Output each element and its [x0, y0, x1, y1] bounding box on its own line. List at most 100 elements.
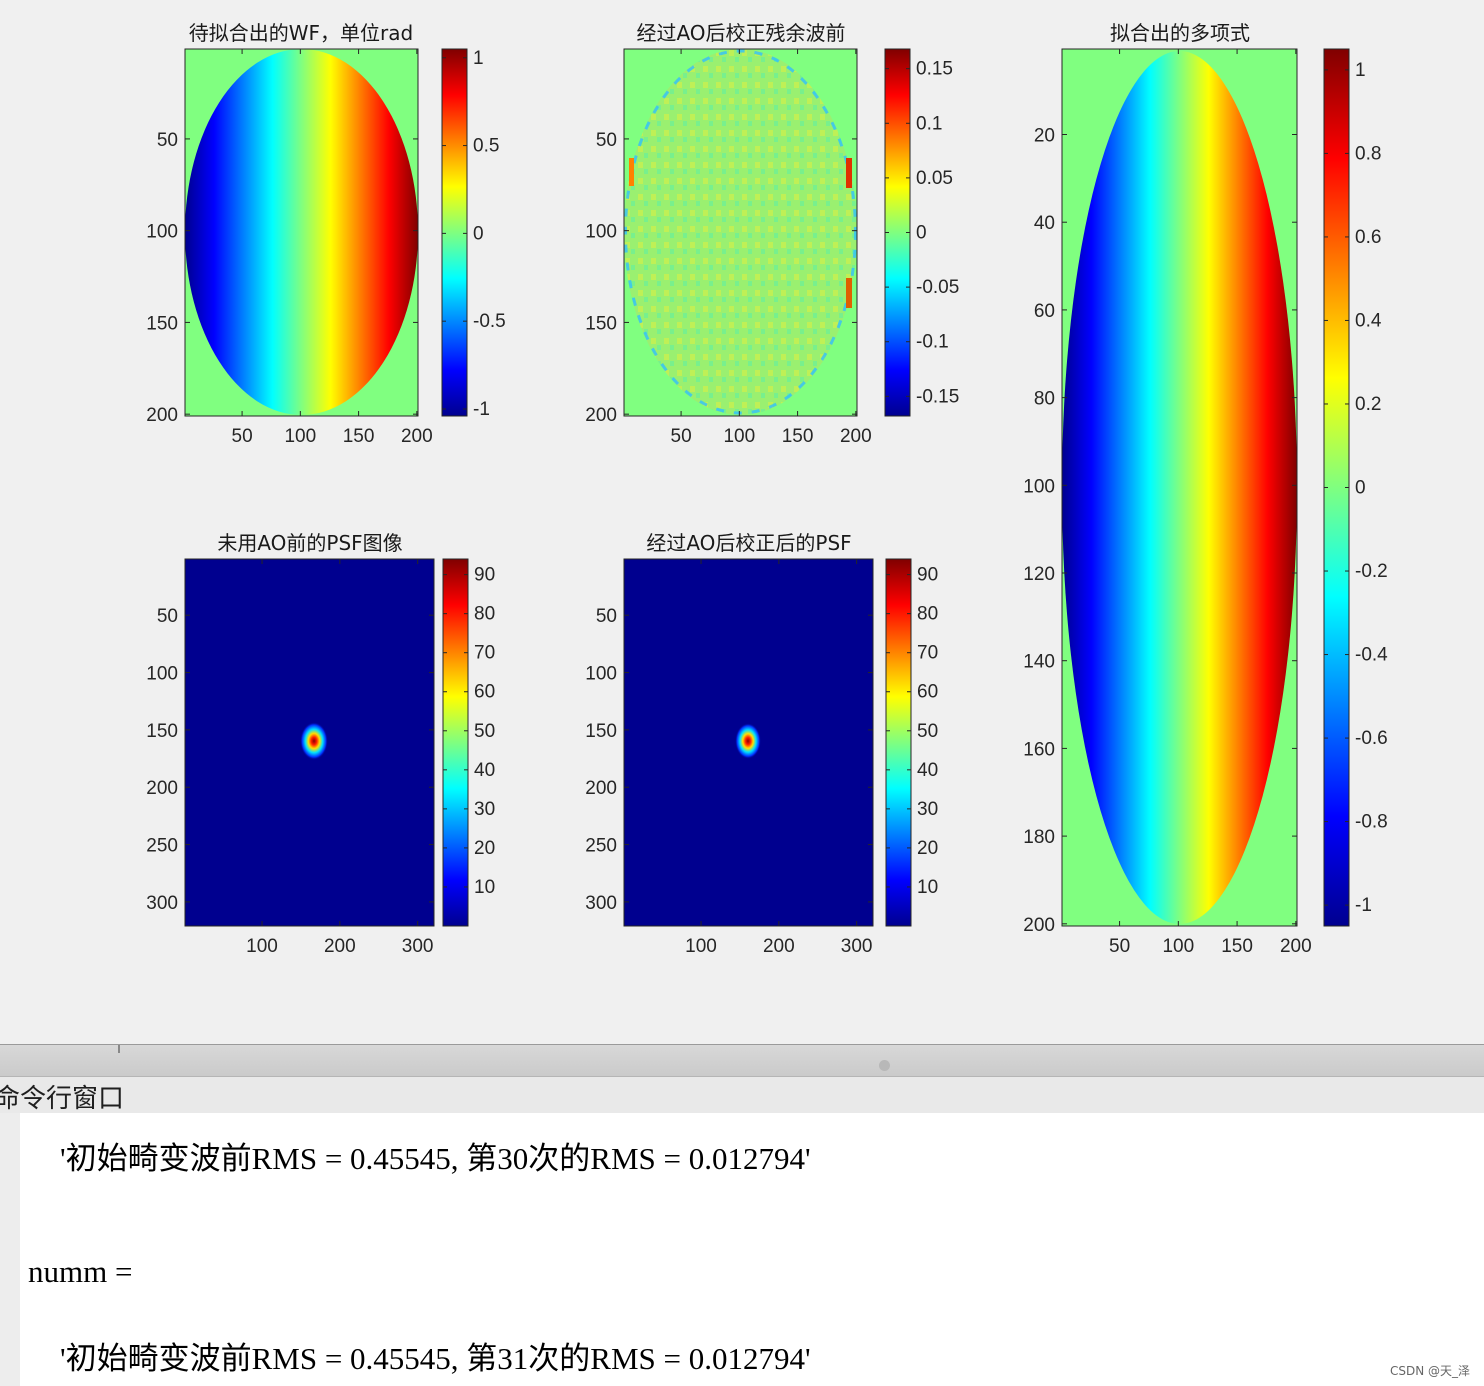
colorbar-tick-label: 50	[917, 721, 938, 742]
colorbar-tick-label: 0	[1355, 478, 1366, 499]
y-tick-label: 100	[1023, 476, 1055, 497]
y-tick-label: 250	[146, 836, 178, 857]
axes-box	[184, 48, 419, 417]
colorbar-tick-label: 90	[474, 565, 495, 586]
colorbar-tick-label: 70	[474, 643, 495, 664]
x-tick-label: 100	[1162, 936, 1194, 957]
colorbar-tick-label: 1	[1355, 60, 1366, 81]
x-tick-label: 200	[763, 936, 795, 957]
y-tick-label: 50	[157, 606, 178, 627]
panel-title: 经过AO后校正后的PSF	[646, 531, 851, 555]
colorbar-tick-label: 90	[917, 565, 938, 586]
panel-divider[interactable]	[0, 1044, 1484, 1079]
command-window-title: 命令行窗口	[0, 1084, 125, 1114]
colorbar-tick-label: 0.2	[1355, 394, 1381, 415]
y-tick-label: 180	[1023, 827, 1055, 848]
colorbar-tick-label: -1	[473, 399, 490, 420]
colorbar-tick-label: 40	[474, 760, 495, 781]
y-tick-label: 20	[1034, 126, 1055, 147]
y-tick-label: 100	[146, 664, 178, 685]
colorbar	[441, 48, 468, 417]
x-tick-label: 150	[782, 426, 814, 447]
residual-ellipse	[624, 49, 857, 415]
colorbar-tick-label: -0.8	[1355, 812, 1388, 833]
colorbar-tick-label: -0.6	[1355, 728, 1388, 749]
panel-fitted-polynomial: 拟合出的多项式 20 40 60 80 100 120 140 160 180 200 50 100 1…	[1023, 21, 1388, 957]
colorbar-tick-label: -0.1	[916, 332, 949, 353]
colorbar-tick-label: 20	[474, 838, 495, 859]
panel-title: 待拟合出的WF，单位rad	[189, 21, 413, 45]
x-tick-label: 100	[723, 426, 755, 447]
x-tick-label: 200	[1280, 936, 1312, 957]
colorbar-tick-label: 60	[917, 682, 938, 703]
panel-psf-before: 未用AO前的PSF图像 50 100 150 200 250 300 100 200 300 90…	[146, 531, 495, 957]
residual-edge-highlight	[846, 158, 852, 188]
x-tick-label: 50	[1109, 936, 1130, 957]
y-tick-label: 50	[596, 130, 617, 151]
x-tick-label: 300	[402, 936, 434, 957]
panel-title: 经过AO后校正残余波前	[636, 21, 845, 45]
panel-title: 拟合出的多项式	[1110, 21, 1250, 45]
y-tick-label: 100	[146, 222, 178, 243]
panel-psf-after: 经过AO后校正后的PSF 50 100 150 200 250 300 100 200 300 9…	[585, 531, 938, 957]
colorbar-tick-label: 10	[917, 877, 938, 898]
psf-spot	[735, 723, 761, 759]
colorbar	[885, 558, 912, 927]
psf-spot	[300, 722, 328, 760]
y-tick-label: 200	[585, 778, 617, 799]
y-tick-label: 100	[585, 664, 617, 685]
colorbar-tick-label: -0.05	[916, 277, 959, 298]
y-tick-label: 150	[146, 721, 178, 742]
x-tick-label: 200	[840, 426, 872, 447]
colorbar-tick-label: 0.5	[473, 136, 499, 157]
y-tick-label: 100	[585, 222, 617, 243]
colorbar-tick-label: 1	[473, 48, 484, 69]
colorbar-tick-label: 30	[917, 799, 938, 820]
command-window[interactable]: '初始畸变波前RMS = 0.45545, 第30次的RMS = 0.01279…	[0, 1113, 1484, 1386]
y-tick-label: 300	[146, 893, 178, 914]
colorbar-tick-label: -0.4	[1355, 645, 1388, 666]
panel-title: 未用AO前的PSF图像	[217, 531, 402, 555]
colorbar-tick-label: 0.05	[916, 168, 953, 189]
y-tick-label: 200	[146, 778, 178, 799]
output-line: '初始畸变波前RMS = 0.45545, 第30次的RMS = 0.01279…	[60, 1141, 811, 1176]
colorbar-tick-label: 10	[474, 877, 495, 898]
resize-handle[interactable]	[879, 1060, 890, 1071]
axes-box	[623, 558, 874, 927]
colorbar-tick-label: 0	[473, 223, 484, 244]
x-tick-label: 300	[841, 936, 873, 957]
divider-tab	[118, 1045, 120, 1053]
y-tick-label: 50	[596, 606, 617, 627]
colorbar-tick-label: 0.1	[916, 113, 942, 134]
residual-edge	[624, 49, 857, 415]
axes-box	[623, 48, 858, 417]
colorbar-tick-label: 0.4	[1355, 310, 1382, 331]
watermark: CSDN @天_泽	[1389, 1364, 1470, 1378]
colorbar-tick-label: -0.15	[916, 386, 959, 407]
y-tick-label: 150	[146, 313, 178, 334]
y-tick-label: 150	[585, 721, 617, 742]
colorbar-tick-label: 40	[917, 760, 938, 781]
polynomial-ellipse	[1062, 51, 1297, 924]
y-tick-label: 60	[1034, 301, 1055, 322]
x-tick-label: 50	[671, 426, 692, 447]
figure-window: 待拟合出的WF，单位rad 50 100 150 200 50 100 150 200 1 0.5…	[146, 21, 1389, 957]
y-tick-label: 250	[585, 836, 617, 857]
x-tick-label: 150	[1221, 936, 1253, 957]
colorbar-tick-label: 0.6	[1355, 227, 1381, 248]
residual-edge-highlight	[629, 158, 634, 186]
colorbar	[442, 558, 469, 927]
x-tick-label: 100	[284, 426, 316, 447]
colorbar-tick-label: 0.15	[916, 59, 953, 80]
colorbar-tick-label: 0	[916, 223, 927, 244]
y-tick-label: 150	[585, 313, 617, 334]
y-tick-label: 140	[1023, 652, 1055, 673]
variable-name-line: numm =	[28, 1254, 133, 1289]
y-tick-label: 120	[1023, 564, 1055, 585]
y-tick-label: 200	[146, 405, 178, 426]
wavefront-ellipse	[185, 49, 418, 415]
axes-box	[184, 558, 435, 927]
x-tick-label: 100	[246, 936, 278, 957]
colorbar-tick-label: 60	[474, 682, 495, 703]
command-window-gutter	[0, 1113, 20, 1386]
